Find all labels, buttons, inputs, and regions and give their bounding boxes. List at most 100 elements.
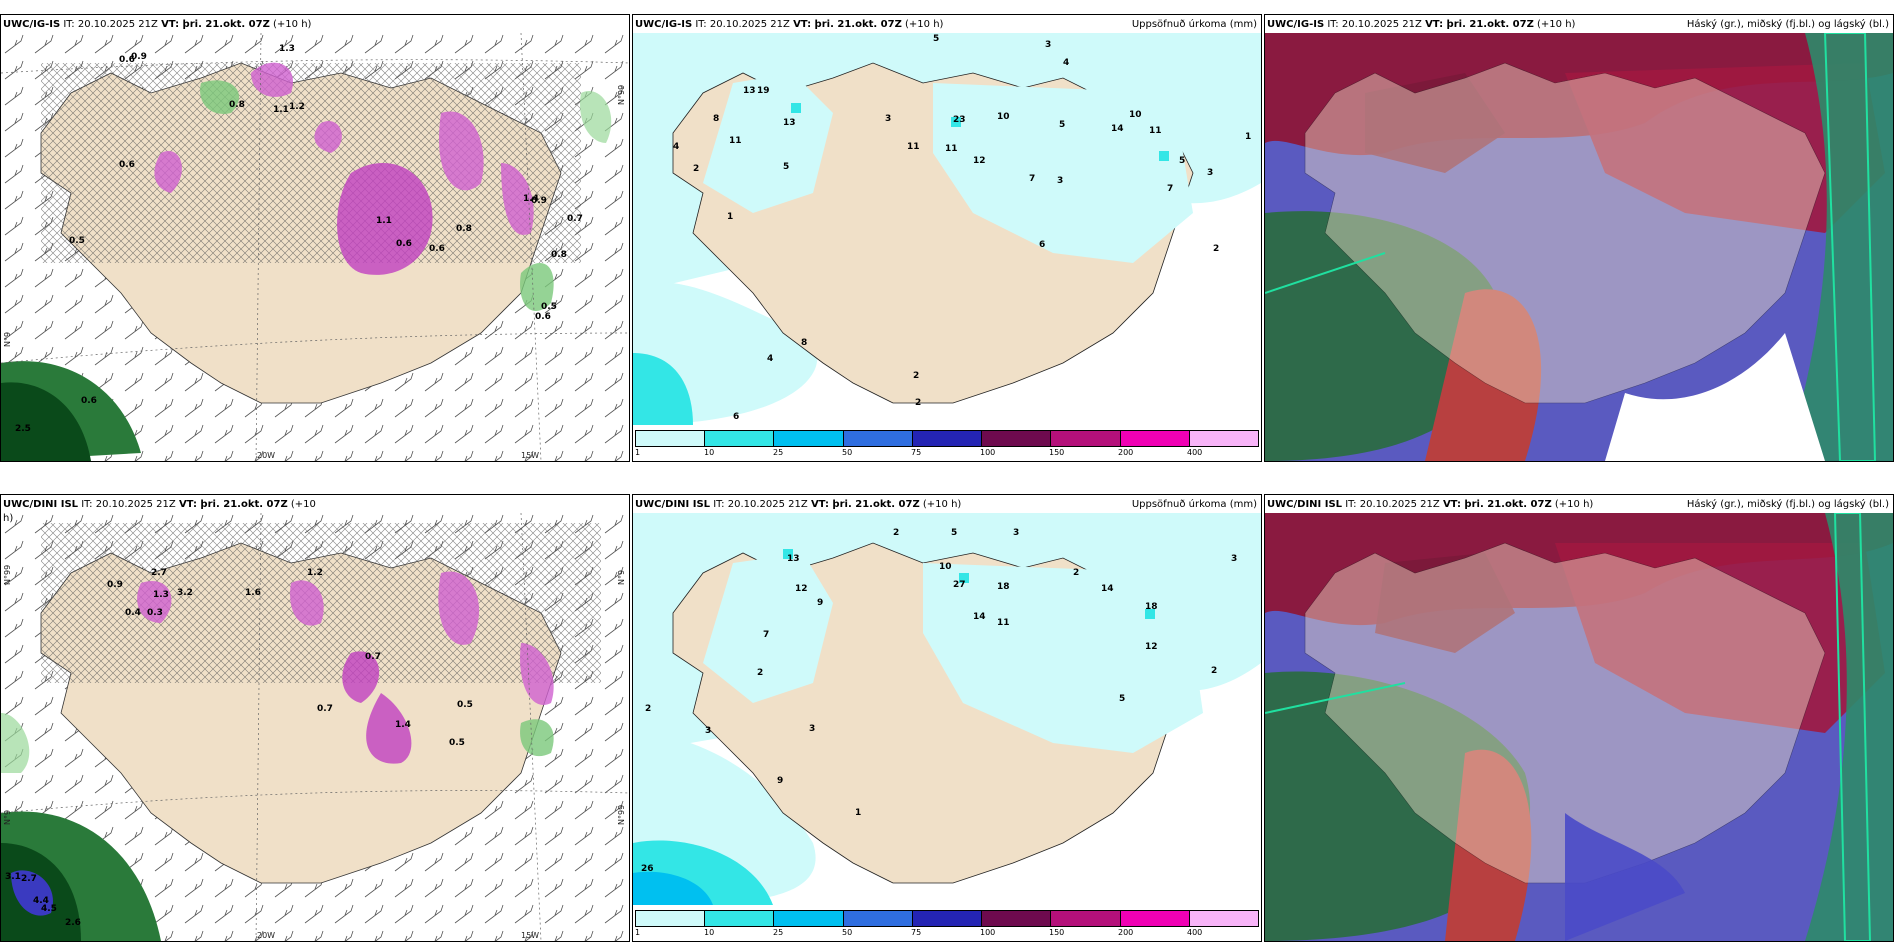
value-label: 0.5 — [69, 236, 85, 246]
value-label: 2 — [1211, 666, 1218, 676]
colorbar-ticks: 1 10 25 50 75 100 150 200 400 — [635, 448, 1203, 457]
value-label: 0.6 — [429, 244, 445, 254]
value-label: 2 — [893, 528, 900, 538]
value-label: 2.7 — [21, 874, 37, 884]
value-label: 18 — [997, 582, 1010, 592]
value-label: 1.2 — [307, 568, 323, 578]
value-label: 1.3 — [153, 590, 169, 600]
value-label: 2 — [915, 398, 922, 408]
value-label: 23 — [953, 115, 966, 125]
value-label: 8 — [801, 338, 808, 348]
value-label: 2.5 — [15, 424, 31, 434]
value-label: 0.3 — [147, 608, 163, 618]
value-label: 0.6 — [396, 239, 412, 249]
value-label: 0.6 — [81, 396, 97, 406]
colorbar-swatch — [843, 911, 913, 926]
value-label: 1.4 — [523, 194, 539, 204]
value-label: 1.3 — [279, 44, 295, 54]
value-label: 19 — [757, 86, 770, 96]
colorbar-swatch — [1051, 911, 1121, 926]
colorbar-swatch — [912, 911, 983, 926]
value-label: 11 — [997, 618, 1010, 628]
colorbar-ticks: 1 10 25 50 75 100 150 200 400 — [635, 928, 1203, 937]
colorbar-swatch — [1189, 911, 1258, 926]
value-label: 0.4 — [125, 608, 141, 618]
value-label: 9 — [817, 598, 824, 608]
colorbar-swatch — [774, 911, 844, 926]
value-label: 3 — [1057, 176, 1064, 186]
value-label: 11 — [945, 144, 958, 154]
panel-title: UWC/IG-IS IT: 20.10.2025 21Z VT: þri. 21… — [1267, 19, 1889, 30]
value-label: 5 — [1179, 156, 1186, 166]
value-label: 2 — [1213, 244, 1220, 254]
value-label: 14 — [973, 612, 986, 622]
value-label: 0.8 — [551, 250, 567, 260]
colorbar-swatch — [1189, 431, 1258, 446]
latitude-label: N°99 — [617, 804, 626, 825]
value-label: 0.6 — [119, 160, 135, 170]
value-label: 1.4 — [395, 720, 411, 730]
value-label: 9 — [777, 776, 784, 786]
value-label: 7 — [763, 630, 770, 640]
value-label: 0.9 — [107, 580, 123, 590]
value-label: 6 — [1039, 240, 1046, 250]
value-label: 6 — [733, 412, 740, 422]
precip-map — [633, 33, 1261, 425]
precip-map — [633, 513, 1261, 905]
value-label: 1 — [1245, 132, 1252, 142]
value-label: 2 — [693, 164, 700, 174]
value-label: 12 — [1145, 642, 1158, 652]
map-panel-igis-accum-precip: UWC/IG-IS IT: 20.10.2025 21Z VT: þri. 21… — [632, 14, 1262, 462]
value-label: 7 — [1167, 184, 1174, 194]
value-label: 3 — [1013, 528, 1020, 538]
colorbar-swatch — [982, 911, 1052, 926]
value-label: 3 — [1045, 40, 1052, 50]
value-label: 5 — [783, 162, 790, 172]
value-label: 0.5 — [541, 302, 557, 312]
value-label: 11 — [907, 142, 920, 152]
colorbar-swatch — [1051, 431, 1121, 446]
map-panel-dini-cloud: UWC/DINI ISL IT: 20.10.2025 21Z VT: þri.… — [1264, 494, 1894, 942]
value-label: 2 — [757, 668, 764, 678]
value-label: 1.6 — [245, 588, 261, 598]
panel-title: UWC/DINI ISL IT: 20.10.2025 21Z VT: þri.… — [635, 499, 1257, 510]
colorbar-swatch — [636, 911, 706, 926]
value-label: 4.5 — [41, 904, 57, 914]
colorbar-swatch — [982, 431, 1052, 446]
value-label: 5 — [1059, 120, 1066, 130]
value-label: 3 — [809, 724, 816, 734]
value-label: 1.1 — [273, 105, 289, 115]
precip-colorbar — [635, 430, 1259, 447]
value-label: 0.5 — [457, 700, 473, 710]
latitude-label: N°99 — [3, 564, 12, 585]
map-panel-dini-accum-precip: UWC/DINI ISL IT: 20.10.2025 21Z VT: þri.… — [632, 494, 1262, 942]
value-label: 26 — [641, 864, 654, 874]
value-label: 12 — [795, 584, 808, 594]
cloud-map — [1265, 33, 1893, 461]
value-label: 12 — [973, 156, 986, 166]
value-label: 2 — [913, 371, 920, 381]
value-label: 13 — [787, 554, 800, 564]
colorbar-swatch — [1120, 431, 1190, 446]
value-label: 0.9 — [531, 196, 547, 206]
value-label: 27 — [953, 580, 966, 590]
map-panel-dini-precip-wind: UWC/DINI ISL IT: 20.10.2025 21Z VT: þri.… — [0, 494, 630, 942]
value-label: 10 — [1129, 110, 1142, 120]
colorbar-swatch — [1120, 911, 1190, 926]
longitude-label: 20W — [257, 931, 276, 940]
value-label: 0.7 — [317, 704, 333, 714]
value-label: 1.2 — [289, 102, 305, 112]
panel-title: UWC/IG-IS IT: 20.10.2025 21Z VT: þri. 21… — [3, 19, 312, 30]
colorbar-swatch — [705, 431, 775, 446]
value-label: 8 — [713, 114, 720, 124]
value-label: 0.8 — [456, 224, 472, 234]
latitude-label: N°9 — [3, 331, 12, 347]
value-label: 0.6 — [119, 55, 135, 65]
value-label: 0.7 — [567, 214, 583, 224]
colorbar-swatch — [774, 431, 844, 446]
colorbar-swatch — [912, 431, 983, 446]
longitude-label: 15W — [521, 931, 540, 940]
value-label: 1.1 — [376, 216, 392, 226]
value-label: 3.1 — [5, 872, 21, 882]
value-label: 3 — [885, 114, 892, 124]
